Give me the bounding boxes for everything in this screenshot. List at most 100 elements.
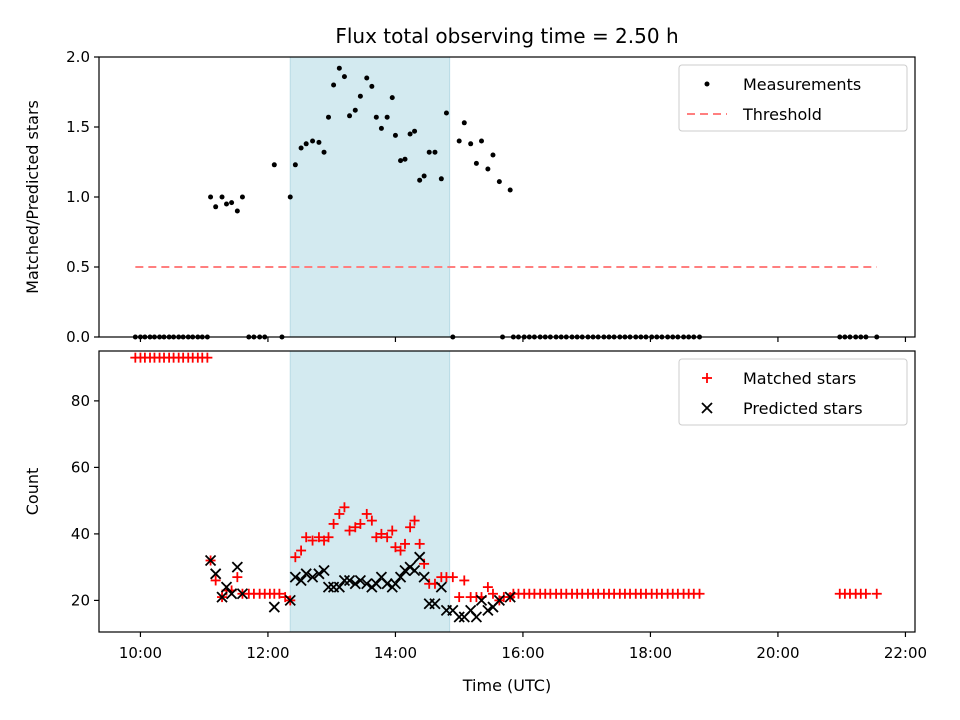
data-point-cross-b (361, 578, 373, 590)
data-point-cross (306, 571, 319, 583)
data-point-cross-b (318, 564, 330, 577)
data-point-dot (389, 95, 395, 101)
data-point-cross-b (289, 571, 301, 583)
data-point-cross (418, 571, 430, 583)
x-tick-label: 20:00 (756, 644, 799, 662)
shaded-interval (290, 57, 450, 337)
data-point-cross-b (220, 581, 233, 593)
data-point-plus (202, 352, 213, 363)
data-point-dot (373, 114, 379, 120)
data-point-cross-b (399, 564, 411, 577)
data-point-cross-b (284, 594, 296, 607)
data-point-dot (384, 114, 390, 120)
data-point-plus (459, 575, 470, 586)
data-point-cross-b (333, 581, 345, 593)
data-point-cross (284, 594, 296, 607)
legend: Matched stars Predicted stars (678, 358, 908, 426)
data-point-plus (232, 572, 243, 583)
data-point-cross (414, 551, 426, 563)
data-point-plus (350, 522, 361, 533)
data-point-plus (366, 515, 377, 526)
data-point-dot (378, 125, 384, 131)
data-point-cross-b (475, 594, 488, 607)
data-point-plus (409, 515, 420, 526)
data-point-dot (239, 194, 245, 200)
y-tick-label: 0.5 (66, 258, 90, 276)
data-point-cross-b (389, 578, 402, 590)
data-point-plus (405, 522, 416, 533)
data-point-plus (482, 582, 493, 593)
data-point-cross-b (210, 568, 222, 580)
data-point-dot (310, 138, 316, 144)
data-point-cross (268, 601, 280, 613)
data-point-plus (395, 545, 406, 556)
data-point-dot (496, 179, 502, 185)
data-point-cross-b (370, 578, 382, 590)
data-point-dot (213, 204, 219, 210)
data-point-plus (313, 532, 324, 543)
data-point-cross (470, 611, 483, 623)
data-point-cross-b (338, 574, 351, 587)
data-point-cross-b (381, 578, 393, 590)
data-point-plus (487, 588, 498, 599)
data-point-dot (321, 149, 327, 155)
data-point-plus (290, 552, 301, 563)
x-axis-label: Time (UTC) (462, 676, 551, 695)
chart-title: Flux total observing time = 2.50 h (335, 24, 678, 48)
data-point-dot (407, 131, 413, 137)
legend: Measurements Threshold (678, 64, 908, 132)
data-point-dot (341, 74, 347, 80)
data-point-cross (493, 594, 505, 607)
data-point-plus (387, 525, 398, 536)
legend-dot-swatch (704, 81, 710, 87)
data-point-cross (216, 591, 228, 603)
data-point-dot (208, 194, 214, 200)
y-tick-label: 1.5 (66, 118, 90, 136)
x-tick-label: 10:00 (119, 644, 162, 662)
data-point-dot (432, 149, 438, 155)
data-point-dot (438, 176, 444, 182)
data-point-cross (343, 574, 356, 587)
data-point-dot (316, 139, 322, 145)
data-point-cross-b (231, 561, 243, 573)
series-measurements (132, 65, 880, 340)
y-tick-label: 80 (71, 392, 90, 410)
data-point-plus (454, 592, 465, 603)
data-point-dot (287, 194, 293, 200)
data-point-dot (347, 113, 353, 119)
data-point-plus (382, 532, 393, 543)
series-predicted-stars (204, 551, 516, 623)
y-axis-label: Matched/Predicted stars (23, 100, 42, 294)
data-point-cross (394, 571, 407, 583)
data-point-plus (361, 508, 372, 519)
data-point-dot (303, 141, 309, 147)
data-point-cross-b (295, 574, 307, 587)
data-point-cross (389, 578, 402, 590)
legend-label: Predicted stars (743, 399, 863, 418)
data-point-cross-b (354, 574, 367, 587)
legend-box (678, 358, 908, 426)
data-point-dot (392, 132, 398, 138)
legend-box (678, 64, 908, 132)
data-point-cross-b (268, 601, 280, 613)
x-tick-label: 22:00 (884, 644, 927, 662)
data-point-dot (352, 107, 358, 113)
data-point-cross (300, 568, 312, 580)
data-point-dot (421, 173, 427, 179)
axes-frame (98, 350, 916, 633)
data-point-cross (333, 581, 345, 593)
data-point-cross (313, 568, 325, 580)
data-point-cross-b (482, 604, 494, 617)
data-point-dot (224, 201, 229, 207)
legend-label: Threshold (742, 105, 822, 124)
data-point-cross-b (418, 571, 430, 583)
data-point-plus (323, 532, 334, 543)
data-point-dot (426, 149, 432, 155)
data-point-dot (485, 166, 491, 172)
y-tick-label: 60 (71, 458, 90, 476)
data-point-cross-b (216, 591, 228, 603)
data-point-cross (318, 564, 330, 577)
data-point-plus (344, 525, 355, 536)
data-point-plus (274, 588, 285, 599)
